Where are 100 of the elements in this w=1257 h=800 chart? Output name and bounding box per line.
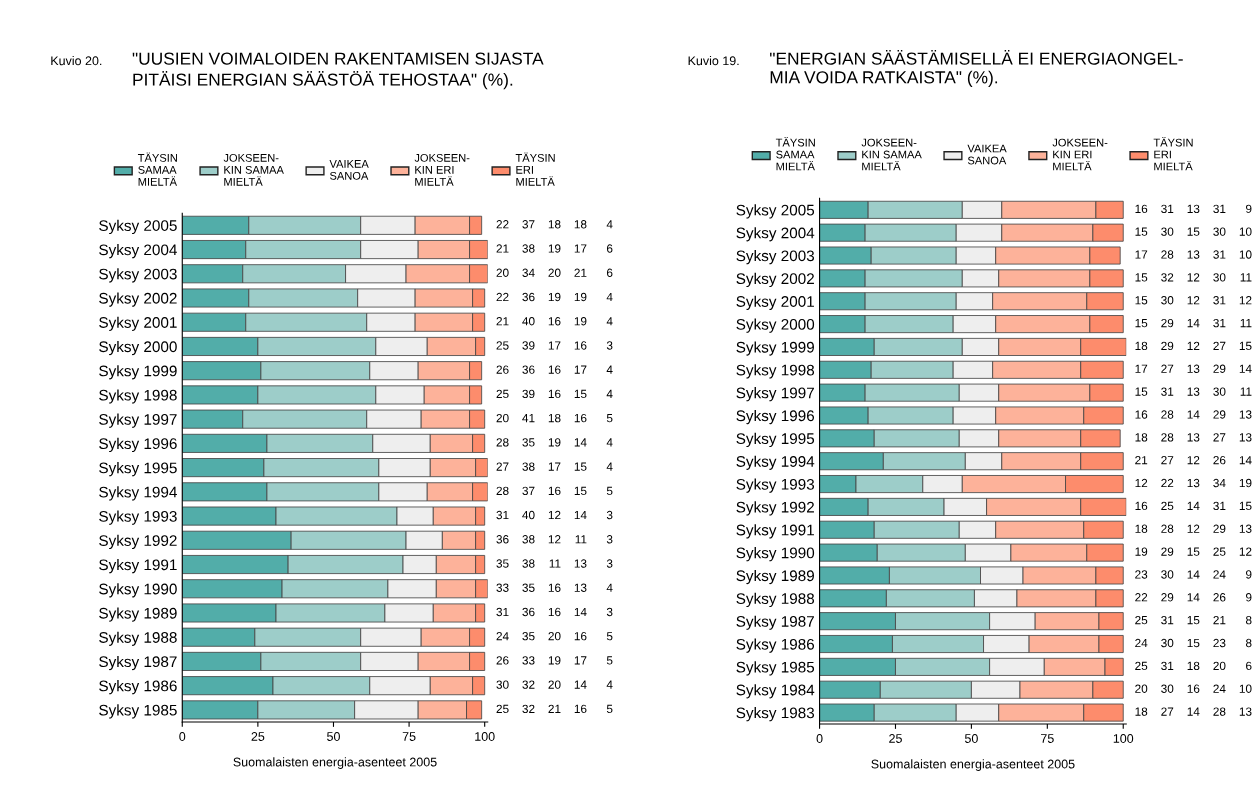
- data-label: 13: [1239, 707, 1252, 716]
- data-label: 16: [574, 704, 587, 714]
- chart-title: "UUSIEN VOIMALOIDEN RAKENTAMISEN SIJASTA PITÄISI ENERGIAN SÄÄSTÖÄ TEHOSTAA" (%).: [132, 52, 544, 90]
- data-label: 20: [1213, 661, 1226, 671]
- data-label: 24: [496, 632, 509, 641]
- data-label: 9: [1246, 204, 1252, 213]
- data-label: 15: [1187, 547, 1200, 556]
- legend-label: TÄYSIN ERI MIELTÄ: [515, 152, 555, 186]
- data-label: 6: [606, 268, 613, 277]
- data-label: 20: [1135, 684, 1148, 693]
- data-label: 25: [496, 389, 509, 399]
- data-label: 21: [1213, 615, 1226, 625]
- x-tick-label: 75: [402, 732, 416, 741]
- x-axis-title: Suomalaisten energia-asenteet 2005: [233, 757, 437, 769]
- data-label: 31: [1161, 615, 1174, 625]
- data-label: 30: [496, 680, 509, 689]
- data-label: 35: [496, 559, 509, 568]
- data-label: 13: [1187, 387, 1200, 396]
- y-tick-label: Syksy 2002: [736, 272, 814, 288]
- data-label: 35: [522, 583, 535, 592]
- data-label: 28: [1161, 524, 1174, 533]
- data-label: 21: [496, 244, 509, 253]
- data-label: 24: [1135, 638, 1148, 648]
- data-label: 17: [574, 365, 587, 374]
- x-tick-label: 0: [179, 732, 186, 741]
- data-label: 20: [496, 413, 509, 423]
- data-label: 4: [606, 220, 613, 229]
- y-tick-label: Syksy 2004: [99, 244, 177, 259]
- legend-label: TÄYSIN SAMAA MIELTÄ: [775, 137, 815, 171]
- data-label: 14: [1187, 501, 1200, 510]
- data-label: 18: [574, 220, 587, 229]
- data-label: 13: [1239, 433, 1252, 442]
- x-tick-label: 50: [964, 734, 978, 743]
- data-label: 3: [606, 341, 613, 350]
- data-label: 15: [574, 389, 587, 399]
- data-label: 15: [1135, 319, 1148, 328]
- y-tick-label: Syksy 1995: [99, 462, 177, 477]
- data-label: 26: [496, 365, 509, 374]
- data-label: 11: [1240, 273, 1252, 282]
- y-tick-label: Syksy 1988: [99, 631, 177, 646]
- data-label: 36: [522, 292, 535, 302]
- data-label: 29: [1161, 341, 1174, 351]
- x-tick-label: 75: [1041, 734, 1054, 743]
- y-tick-label: Syksy 2001: [99, 316, 177, 331]
- data-label: 31: [1213, 318, 1226, 328]
- y-tick-label: Syksy 1985: [736, 661, 815, 676]
- data-label: 41: [522, 414, 535, 423]
- y-tick-label: Syksy 1989: [99, 607, 177, 622]
- data-label: 30: [1213, 227, 1226, 236]
- data-label: 14: [574, 607, 587, 617]
- data-label: 16: [1135, 410, 1148, 419]
- data-label: 13: [1187, 433, 1200, 442]
- data-label: 37: [522, 220, 535, 229]
- data-label: 19: [1239, 478, 1252, 488]
- data-label: 15: [1187, 638, 1200, 648]
- data-label: 16: [548, 317, 561, 326]
- data-label: 33: [522, 656, 535, 665]
- data-label: 3: [606, 559, 613, 568]
- data-label: 15: [1187, 227, 1200, 236]
- data-label: 20: [548, 268, 561, 277]
- data-label: 13: [574, 583, 587, 592]
- y-tick-label: Syksy 1989: [736, 569, 814, 585]
- x-tick-label: 25: [251, 732, 265, 741]
- data-label: 13: [1187, 204, 1200, 213]
- data-label: 17: [1135, 250, 1148, 259]
- data-label: 24: [1213, 570, 1226, 579]
- data-label: 13: [1187, 250, 1200, 259]
- data-label: 16: [574, 341, 587, 350]
- data-label: 16: [574, 413, 587, 423]
- data-label: 38: [522, 535, 535, 544]
- data-label: 14: [1187, 319, 1200, 328]
- data-label: 21: [548, 704, 561, 713]
- data-label: 31: [496, 607, 509, 617]
- data-label: 28: [1213, 707, 1226, 716]
- y-tick-label: Syksy 1986: [99, 680, 177, 695]
- data-label: 14: [1187, 570, 1200, 579]
- data-label: 21: [574, 268, 587, 277]
- y-tick-label: Syksy 2003: [736, 249, 815, 265]
- data-label: 34: [522, 268, 535, 277]
- data-label: 28: [1161, 433, 1174, 442]
- data-label: 31: [1161, 661, 1174, 671]
- data-label: 14: [1187, 707, 1200, 716]
- data-label: 4: [606, 680, 613, 689]
- data-label: 12: [548, 535, 561, 544]
- data-label: 11: [1240, 319, 1252, 328]
- data-label: 26: [1213, 593, 1226, 602]
- y-tick-label: Syksy 1984: [736, 684, 815, 699]
- data-label: 15: [1135, 227, 1148, 236]
- data-label: 12: [1187, 296, 1200, 305]
- data-label: 9: [1246, 570, 1252, 579]
- data-label: 31: [1213, 250, 1226, 259]
- data-label: 6: [1246, 661, 1252, 671]
- data-label: 5: [606, 704, 613, 714]
- y-tick-label: Syksy 1992: [99, 534, 177, 549]
- data-label: 15: [1135, 387, 1148, 396]
- text: JOKSEEN- KIN SAMAA MIELTÄ: [861, 138, 922, 171]
- data-label: 4: [606, 389, 613, 398]
- data-label: 15: [574, 486, 587, 495]
- data-label: 18: [548, 413, 561, 423]
- data-label: 4: [606, 317, 613, 326]
